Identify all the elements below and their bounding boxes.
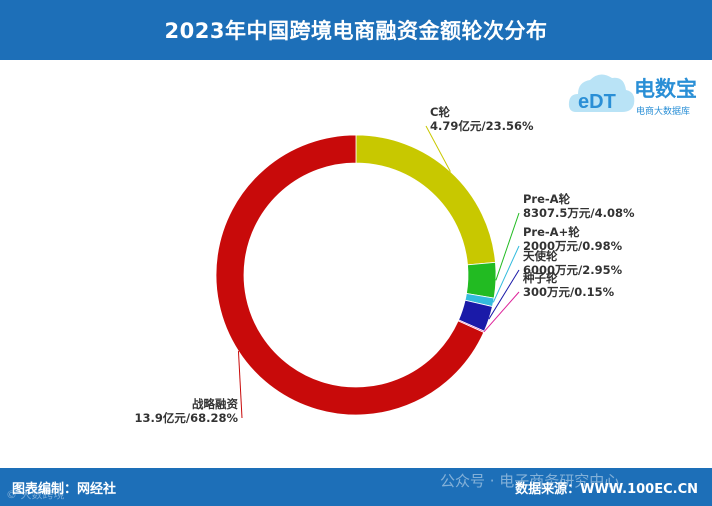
footer-credit: 图表编制：网经社 xyxy=(12,482,117,497)
leader-line-5 xyxy=(237,351,243,419)
slice-label-name-2: Pre-A+轮 xyxy=(523,225,580,239)
slice-label-value-3: 6000万元/2.95% xyxy=(523,263,623,277)
edt-logo: eDT 电数宝 电商大数据库 xyxy=(568,74,697,117)
slice-5[interactable] xyxy=(215,134,485,416)
logo-tagline: 电商大数据库 xyxy=(636,105,690,117)
slice-label-name-3: 天使轮 xyxy=(523,249,558,263)
slice-label-value-1: 8307.5万元/4.08% xyxy=(523,206,635,220)
chart-footer: © 大数跨境 图表编制：网经社 公众号 · 电子商务研究中心 数据来源：WWW.… xyxy=(0,468,712,506)
slice-label-value-4: 300万元/0.15% xyxy=(523,285,615,299)
slice-label-name-4: 种子轮 xyxy=(522,271,558,285)
watermark-secondary: © 大数跨境 xyxy=(6,488,65,501)
slice-label-name-5: 战略融资 xyxy=(192,397,238,411)
leader-line-4 xyxy=(483,291,520,333)
chart-title: 2023年中国跨境电商融资金额轮次分布 xyxy=(164,19,548,43)
logo-mark: eDT xyxy=(578,91,616,113)
slice-label-name-0: C轮 xyxy=(430,105,450,119)
leader-line-1 xyxy=(495,212,520,281)
chart-header: 2023年中国跨境电商融资金额轮次分布 xyxy=(0,0,712,60)
leader-line-0 xyxy=(425,125,451,172)
leader-line-2 xyxy=(492,245,520,303)
watermark: 公众号 · 电子商务研究中心 xyxy=(440,472,620,490)
slice-label-name-1: Pre-A轮 xyxy=(523,192,571,206)
slice-label-value-5: 13.9亿元/68.28% xyxy=(135,411,239,425)
cloud-icon xyxy=(568,74,635,112)
slice-label-value-2: 2000万元/0.98% xyxy=(523,239,623,253)
chart-area: C轮 4.79亿元/23.56% Pre-A轮 8307.5万元/4.08% Pre-A… xyxy=(0,60,712,468)
footer-source: 数据来源：WWW.100EC.CN xyxy=(515,482,698,497)
slice-0[interactable] xyxy=(355,134,496,266)
slice-label-value-0: 4.79亿元/23.56% xyxy=(430,119,534,133)
logo-name: 电数宝 xyxy=(634,77,697,101)
leader-line-3 xyxy=(488,269,520,320)
slice-1[interactable] xyxy=(466,261,497,299)
